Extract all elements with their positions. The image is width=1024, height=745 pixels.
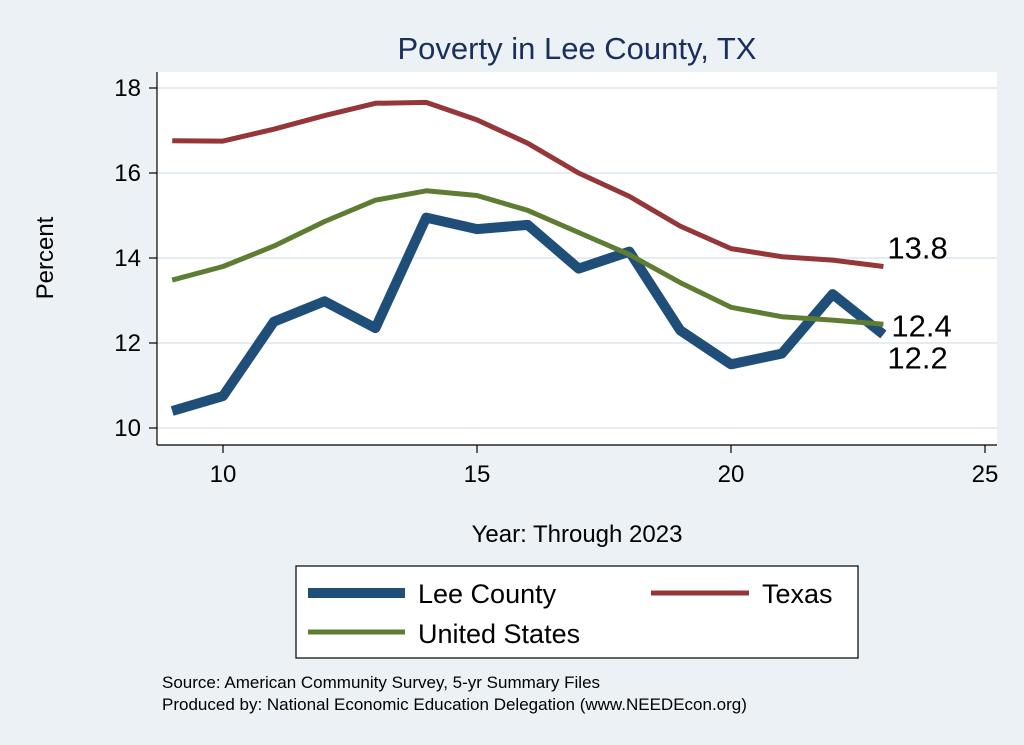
legend-box — [295, 565, 859, 659]
y-axis-title: Percent — [32, 216, 59, 299]
legend: Lee County Texas United States — [295, 565, 859, 659]
x-tick-label: 25 — [972, 461, 999, 488]
x-tick-label: 15 — [464, 461, 491, 488]
tick-layer: 10 12 14 16 18 10 15 20 25 — [114, 75, 998, 488]
y-tick-label: 12 — [114, 330, 141, 357]
legend-label-united-states: United States — [418, 619, 580, 649]
y-tick-label: 10 — [114, 415, 141, 442]
x-tick-label: 10 — [210, 461, 237, 488]
y-tick-label: 14 — [114, 245, 141, 272]
end-label-texas: 13.8 — [887, 231, 947, 266]
end-label-layer: 12.2 13.8 12.4 — [887, 231, 951, 376]
legend-label-lee-county: Lee County — [418, 579, 557, 609]
series-layer — [170, 99, 887, 416]
legend-label-texas: Texas — [762, 579, 833, 609]
series-line-lee-county — [170, 212, 887, 416]
source-note: Source: American Community Survey, 5-yr … — [162, 673, 600, 692]
x-tick-label: 20 — [718, 461, 745, 488]
end-label-united-states: 12.4 — [891, 308, 951, 343]
series-line-texas — [172, 99, 884, 269]
x-axis-title: Year: Through 2023 — [472, 521, 683, 548]
y-tick-label: 18 — [114, 75, 141, 102]
chart-title: Poverty in Lee County, TX — [398, 31, 757, 66]
series-line-united-states — [171, 188, 884, 327]
produced-note: Produced by: National Economic Education… — [162, 695, 747, 714]
end-label-lee-county: 12.2 — [887, 341, 947, 376]
y-tick-label: 16 — [114, 160, 141, 187]
